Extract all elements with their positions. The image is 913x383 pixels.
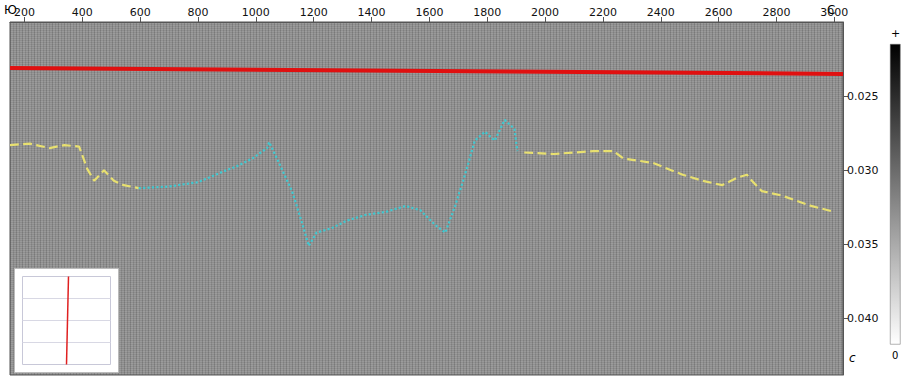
svg-text:1800: 1800 <box>473 6 501 19</box>
svg-text:2200: 2200 <box>589 6 617 19</box>
svg-text:2800: 2800 <box>762 6 790 19</box>
svg-text:0.035: 0.035 <box>847 238 879 251</box>
svg-text:400: 400 <box>72 6 93 19</box>
svg-text:Ю: Ю <box>4 3 17 17</box>
svg-text:0.030: 0.030 <box>847 164 879 177</box>
svg-text:2600: 2600 <box>705 6 733 19</box>
svg-text:0.025: 0.025 <box>847 90 879 103</box>
svg-text:0: 0 <box>892 350 898 361</box>
svg-text:0.040: 0.040 <box>847 312 879 325</box>
svg-text:1200: 1200 <box>300 6 328 19</box>
svg-text:1600: 1600 <box>415 6 443 19</box>
svg-text:2000: 2000 <box>531 6 559 19</box>
svg-text:200: 200 <box>14 6 35 19</box>
svg-text:2400: 2400 <box>647 6 675 19</box>
svg-text:+: + <box>891 27 900 40</box>
svg-text:с: с <box>849 351 856 365</box>
svg-text:600: 600 <box>130 6 151 19</box>
svg-text:800: 800 <box>188 6 209 19</box>
svg-text:3000: 3000 <box>820 6 848 19</box>
svg-text:1400: 1400 <box>358 6 386 19</box>
svg-text:1000: 1000 <box>242 6 270 19</box>
